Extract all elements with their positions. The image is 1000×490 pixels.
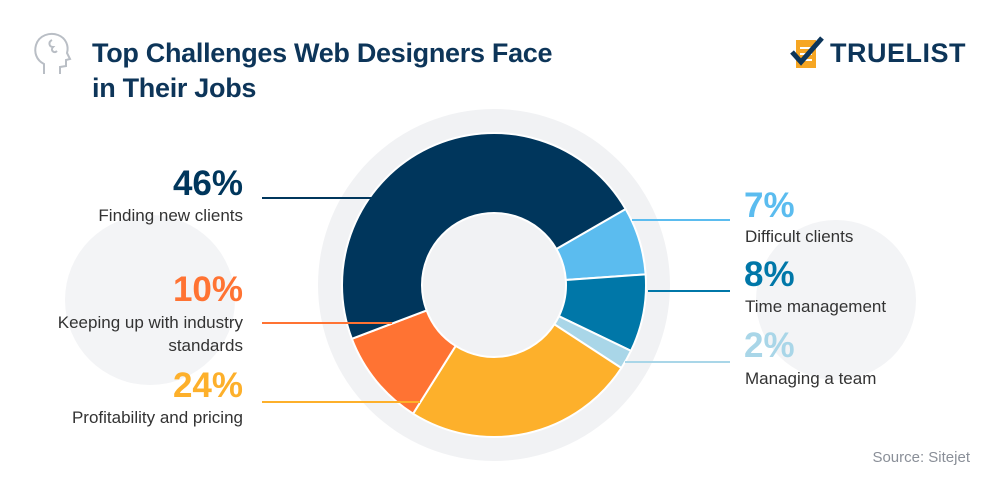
donut-slice-finding-new-clients [341, 132, 628, 341]
right-bg-circle [756, 220, 916, 380]
data-label-industry-standards: Keeping up with industry standards [57, 313, 243, 355]
title-line-1: Top Challenges Web Designers Face [92, 38, 553, 68]
data-label-time-management: Time management [745, 297, 887, 316]
data-label-time-management-pct: 8% [744, 255, 795, 294]
truelist-logo: TRUELIST [790, 36, 966, 70]
data-label-managing-team: Managing a team [745, 369, 877, 388]
data-label-managing-team-pct: 2% [744, 326, 795, 365]
title-line-2: in Their Jobs [92, 73, 257, 103]
left-bg-circle [65, 215, 235, 385]
data-label-finding-new-clients: Finding new clients [98, 206, 243, 225]
data-label-difficult-clients-pct: 7% [744, 186, 795, 225]
data-label-profitability-pct: 24% [172, 366, 243, 405]
donut-slice-profitability-and-pricing [411, 322, 623, 438]
data-label-industry-standards-pct: 10% [172, 270, 243, 309]
page-title: Top Challenges Web Designers Face in The… [92, 36, 553, 106]
logo-text: TRUELIST [830, 37, 966, 68]
data-label-profitability: Profitability and pricing [71, 408, 243, 427]
source-note: Source: Sitejet [872, 449, 970, 466]
data-label-finding-new-clients-pct: 46% [172, 164, 243, 203]
data-label-difficult-clients: Difficult clients [745, 227, 854, 246]
checklist-logo-icon [790, 36, 824, 68]
head-brain-icon [34, 32, 72, 74]
